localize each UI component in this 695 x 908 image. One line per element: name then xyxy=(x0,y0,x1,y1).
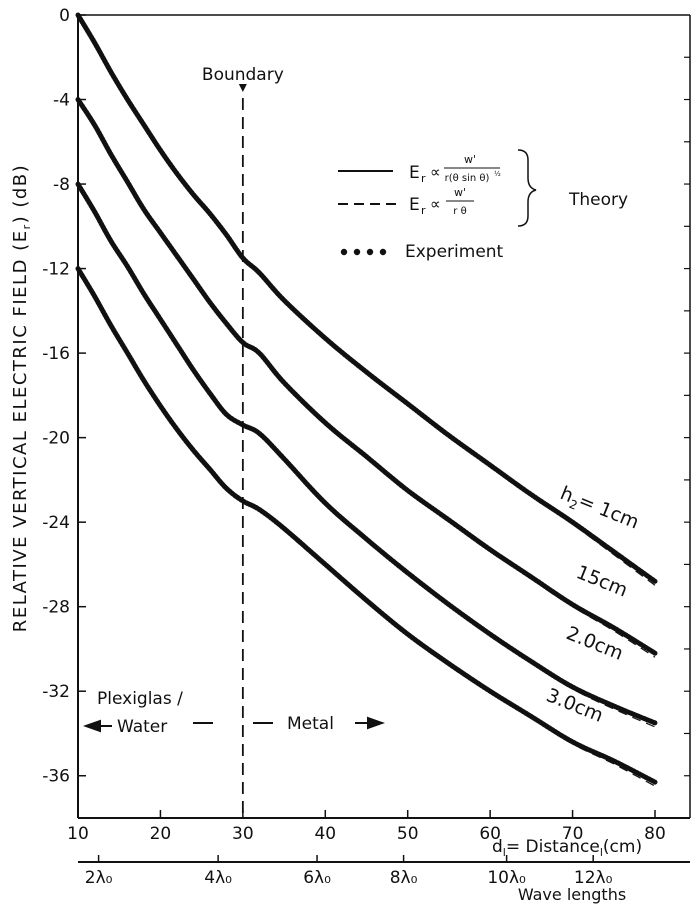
x-tick-label: 70 xyxy=(562,824,584,844)
region-label-right: Metal xyxy=(287,714,334,734)
legend-dot xyxy=(379,248,387,256)
series-3-theory-dashed xyxy=(489,690,656,787)
x-tick-label: 50 xyxy=(397,824,419,844)
wavelength-tick-label: 2λ₀ xyxy=(85,868,113,888)
x-axis-label: dl= Distancel(cm) xyxy=(492,837,642,859)
x-tick-label: 20 xyxy=(150,824,172,844)
legend-dot xyxy=(340,248,348,256)
x-tick-label: 80 xyxy=(644,824,666,844)
legend-dashed-lhs: E xyxy=(409,195,420,215)
boundary-arrow xyxy=(238,84,247,92)
legend-solid-num: w' xyxy=(464,153,476,166)
legend-dot xyxy=(366,248,374,256)
x-tick-label: 10 xyxy=(67,824,89,844)
series-2-theory-dashed xyxy=(489,633,656,728)
wavelength-tick-label: 8λ₀ xyxy=(390,868,418,888)
legend-solid-prop: ∝ xyxy=(430,163,441,181)
series-0-theory-dashed xyxy=(489,464,656,586)
region-label-left-line2: Water xyxy=(117,717,167,737)
x-axis-label-sub: l xyxy=(503,846,506,859)
y-tick-label: -8 xyxy=(53,175,70,195)
wavelength-tick-label: 6λ₀ xyxy=(303,868,331,888)
left-arrow xyxy=(83,719,112,733)
wavelength-tick-label: 12λ₀ xyxy=(574,868,613,888)
y-tick-label: -20 xyxy=(42,429,70,449)
wavelength-tick-label: 10λ₀ xyxy=(487,868,526,888)
series-1-theory-dashed xyxy=(489,549,656,658)
series-2-theory-solid xyxy=(77,183,656,724)
x-tick-label: 60 xyxy=(479,824,501,844)
y-tick-label: -28 xyxy=(42,598,70,618)
legend-dashed-prop: ∝ xyxy=(430,195,441,213)
y-axis-label-sub: r xyxy=(20,223,33,229)
legend-solid-lhs: E xyxy=(409,163,420,183)
wavelength-tick-label: 4λ₀ xyxy=(204,868,232,888)
y-tick-label: -36 xyxy=(42,767,70,787)
legend-experiment-label: Experiment xyxy=(405,242,504,262)
boundary-label: Boundary xyxy=(202,65,284,85)
right-arrow xyxy=(355,716,385,730)
legend-dot xyxy=(353,248,361,256)
tick-marks xyxy=(77,14,690,862)
legend-solid-den-sup: ½ xyxy=(494,170,501,178)
series-1-experiment xyxy=(75,97,658,656)
region-label-left-line1: Plexiglas / xyxy=(97,689,183,709)
series-label-15cm: 15cm xyxy=(573,561,631,601)
series-1-theory-solid xyxy=(77,99,656,654)
y-tick-label: -4 xyxy=(53,91,70,111)
x-tick-label: 30 xyxy=(232,824,254,844)
legend-experiment-swatch xyxy=(340,248,387,256)
theory-brace xyxy=(517,149,537,227)
y-tick-label: -12 xyxy=(42,260,70,280)
legend-dashed-lhs-sub: r xyxy=(421,204,426,217)
y-tick-label: -32 xyxy=(42,682,70,702)
series-0-theory-solid xyxy=(77,14,656,583)
x-tick-label: 40 xyxy=(314,824,336,844)
legend-dashed-num: w' xyxy=(454,186,466,199)
y-axis-label: RELATIVE VERTICAL ELECTRIC FIELD (Er) (d… xyxy=(10,164,33,632)
y-tick-label: -16 xyxy=(42,344,70,364)
legend: E r ∝ w' r(θ sin θ) ½ E r ∝ w' r θ Theor… xyxy=(338,149,628,262)
legend-dashed-den: r θ xyxy=(453,206,466,217)
series-3-theory-solid xyxy=(77,268,656,783)
y-tick-label: 0 xyxy=(59,6,70,26)
series-layer xyxy=(75,12,658,787)
wavelength-axis-label: Wave lengths xyxy=(518,885,626,904)
y-tick-label: -24 xyxy=(42,513,70,533)
legend-solid-den: r(θ sin θ) xyxy=(445,173,490,184)
series-label-1cm: h2= 1cm xyxy=(556,482,642,536)
legend-solid-lhs-sub: r xyxy=(421,172,426,185)
legend-theory-label: Theory xyxy=(568,190,628,210)
